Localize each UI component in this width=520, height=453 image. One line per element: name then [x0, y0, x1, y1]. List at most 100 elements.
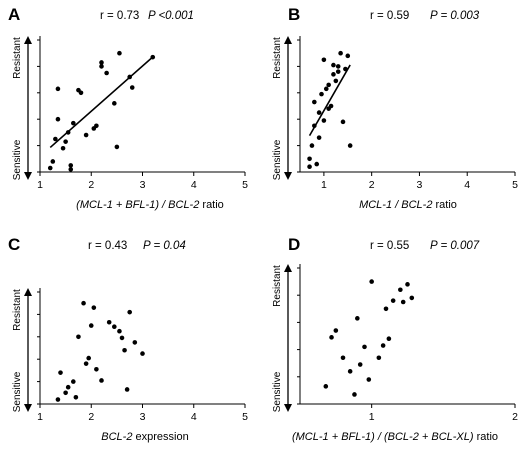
data-point — [119, 335, 125, 341]
data-point — [316, 110, 322, 115]
data-point — [376, 355, 382, 361]
data-point — [65, 130, 71, 135]
data-point — [321, 57, 327, 63]
data-point — [124, 387, 130, 392]
data-point — [321, 118, 327, 123]
r-value: r = 0.43 — [88, 240, 127, 252]
x-axis-label-part: ratio — [432, 199, 456, 211]
data-point — [333, 78, 339, 84]
data-point — [343, 66, 348, 72]
data-point — [114, 144, 120, 150]
x-tick-label: 5 — [512, 179, 518, 191]
data-point — [81, 300, 86, 306]
data-point — [150, 54, 156, 60]
trend-line — [49, 56, 154, 149]
data-point — [307, 156, 312, 162]
data-point — [86, 355, 91, 361]
data-point — [400, 299, 406, 305]
data-point — [309, 143, 315, 148]
data-point — [333, 328, 339, 333]
y-label-sensitive: Sensitive — [272, 139, 283, 180]
data-point — [307, 164, 312, 170]
data-point — [405, 282, 410, 287]
x-axis-label-part: BCL-2 — [101, 431, 132, 443]
data-point — [312, 123, 317, 129]
data-point — [88, 323, 94, 328]
data-point — [323, 86, 329, 92]
data-point — [338, 50, 343, 56]
data-point — [331, 72, 336, 77]
data-point — [390, 298, 396, 303]
data-point — [127, 309, 132, 315]
data-point — [331, 62, 336, 68]
scale-arrowhead-down — [24, 172, 32, 180]
data-point — [47, 165, 53, 171]
data-point — [340, 119, 346, 125]
panel-letter: B — [288, 5, 300, 24]
y-label-sensitive: Sensitive — [12, 371, 23, 412]
data-point — [347, 143, 353, 148]
data-point — [83, 132, 89, 138]
panel-letter: A — [8, 5, 20, 24]
data-point — [78, 90, 84, 96]
trend-line — [308, 64, 351, 137]
data-point — [380, 343, 386, 348]
p-value: P = 0.003 — [430, 10, 480, 22]
scale-arrowhead-up — [284, 264, 292, 272]
data-point — [65, 384, 71, 390]
x-axis-label-part: (MCL-1 + BFL-1) / BCL-2 — [76, 199, 199, 211]
x-axis-label-part: (MCL-1 + BFL-1) / (BCL-2 + BCL-XL) — [292, 431, 474, 443]
data-point — [127, 74, 132, 80]
data-point — [99, 64, 104, 69]
y-label-resistant: Resistant — [12, 37, 23, 79]
panel-letter: D — [288, 235, 300, 254]
x-axis-label: MCL-1 / BCL-2 ratio — [359, 199, 457, 211]
x-axis-label-part: ratio — [199, 199, 223, 211]
data-point — [55, 397, 61, 402]
scale-arrowhead-up — [24, 36, 32, 44]
data-point — [112, 324, 117, 330]
data-point — [91, 305, 97, 310]
data-point — [99, 60, 104, 65]
data-point — [132, 340, 138, 345]
data-point — [99, 378, 104, 383]
data-point — [316, 135, 322, 140]
scale-arrowhead-down — [284, 404, 292, 412]
x-axis-label-part: MCL-1 / BCL-2 — [359, 199, 432, 211]
data-point — [328, 103, 334, 109]
data-point — [398, 287, 403, 293]
data-point — [140, 351, 145, 356]
data-point — [94, 123, 99, 129]
data-point — [383, 306, 389, 312]
data-point — [366, 377, 372, 382]
x-tick-label: 2 — [512, 411, 518, 423]
data-point — [83, 361, 89, 366]
scale-arrowhead-up — [284, 36, 292, 44]
data-point — [68, 163, 74, 168]
x-tick-label: 3 — [417, 179, 423, 191]
y-label-sensitive: Sensitive — [12, 139, 23, 180]
x-tick-label: 2 — [88, 179, 94, 191]
x-tick-label: 4 — [191, 179, 197, 191]
x-tick-label: 3 — [140, 411, 146, 423]
data-point — [369, 279, 374, 284]
data-point — [323, 384, 329, 389]
data-point — [63, 139, 68, 144]
data-point — [55, 86, 61, 92]
scale-arrowhead-down — [284, 172, 292, 180]
data-point — [347, 369, 353, 374]
r-value: r = 0.55 — [370, 240, 409, 252]
x-axis-label: (MCL-1 + BFL-1) / (BCL-2 + BCL-XL) ratio — [292, 431, 498, 443]
p-value: P <0.001 — [148, 10, 194, 22]
y-label-resistant: Resistant — [272, 265, 283, 307]
data-point — [55, 116, 61, 122]
data-point — [76, 334, 81, 340]
x-axis-label: BCL-2 expression — [101, 431, 188, 443]
data-point — [53, 136, 58, 142]
x-tick-label: 5 — [242, 179, 248, 191]
data-point — [409, 295, 415, 301]
data-point — [50, 159, 56, 164]
